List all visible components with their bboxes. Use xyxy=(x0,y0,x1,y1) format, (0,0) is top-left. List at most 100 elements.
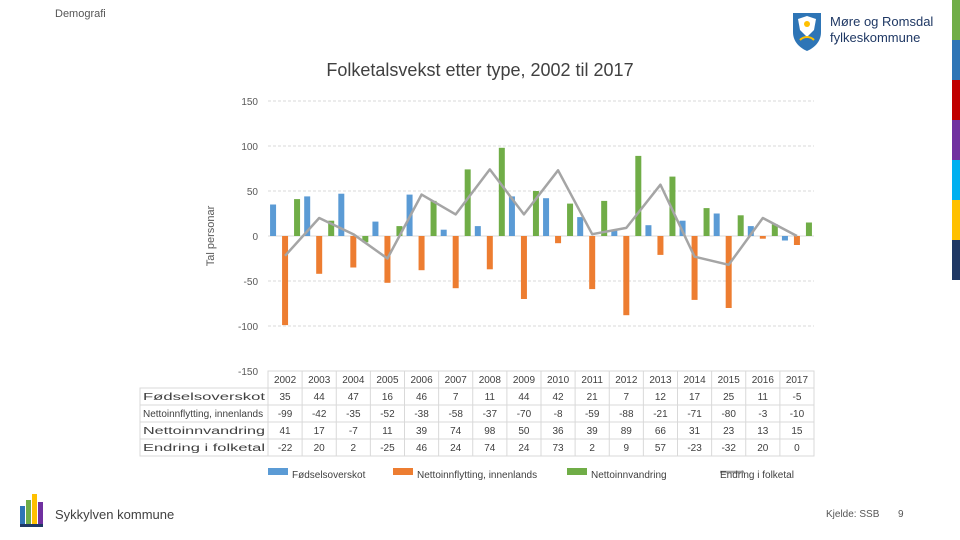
bar-f-dselsoverskot xyxy=(781,236,788,241)
x-tick-label: 2008 xyxy=(479,375,502,386)
data-label: 21 xyxy=(587,392,599,403)
data-label: -38 xyxy=(414,409,429,420)
data-label: -37 xyxy=(483,409,498,420)
bar-nettoinnflytting-innenlands xyxy=(452,236,459,289)
data-label: -8 xyxy=(554,409,563,420)
bar-nettoinnvandring xyxy=(328,220,335,236)
data-label: 9 xyxy=(624,443,630,454)
bar-f-dselsoverskot xyxy=(645,225,652,236)
data-label: 15 xyxy=(791,426,803,437)
data-label: 12 xyxy=(655,392,667,403)
line-endring-i-folketal xyxy=(284,168,798,267)
x-tick-label: 2015 xyxy=(718,375,741,386)
data-label: -7 xyxy=(349,426,358,437)
data-label: 44 xyxy=(314,392,326,403)
municipality-name: Sykkylven kommune xyxy=(55,507,175,522)
data-label: 44 xyxy=(518,392,530,403)
x-tick-label: 2010 xyxy=(547,375,570,386)
y-tick-label: -100 xyxy=(238,322,258,333)
data-label: -35 xyxy=(346,409,361,420)
coat-of-arms-icon xyxy=(793,13,821,51)
bar-f-dselsoverskot xyxy=(270,204,277,236)
accent-stripe-segment xyxy=(952,160,960,200)
data-label: 89 xyxy=(621,426,633,437)
data-label: 11 xyxy=(758,392,769,403)
data-label: 20 xyxy=(314,443,326,454)
accent-stripe-segment xyxy=(952,0,960,40)
data-label: 7 xyxy=(624,392,630,403)
bar-nettoinnvandring xyxy=(635,155,642,236)
data-label: 74 xyxy=(484,443,496,454)
data-label: 35 xyxy=(280,392,292,403)
bar-nettoinnflytting-innenlands xyxy=(350,236,357,268)
data-label: 16 xyxy=(382,392,394,403)
table-row-label: Endring i folketal xyxy=(143,443,265,454)
data-label: -88 xyxy=(619,409,634,420)
x-tick-label: 2011 xyxy=(581,375,603,386)
bar-nettoinnflytting-innenlands xyxy=(589,236,596,290)
data-label: 47 xyxy=(348,392,360,403)
data-label: 50 xyxy=(518,426,530,437)
data-label: 24 xyxy=(450,443,462,454)
legend-label: Endring i folketal xyxy=(720,470,794,481)
bar-nettoinnvandring xyxy=(737,215,744,236)
source-note: Kjelde: SSB xyxy=(826,509,880,520)
data-label: -25 xyxy=(380,443,395,454)
data-label: 39 xyxy=(587,426,599,437)
data-label: 36 xyxy=(553,426,565,437)
bar-nettoinnvandring xyxy=(601,200,608,236)
data-label: 73 xyxy=(553,443,565,454)
bar-nettoinnflytting-innenlands xyxy=(759,236,766,239)
bar-nettoinnvandring xyxy=(430,200,437,236)
y-tick-label: 150 xyxy=(241,97,258,108)
bar-nettoinnflytting-innenlands xyxy=(486,236,493,270)
bar-f-dselsoverskot xyxy=(543,198,550,236)
x-tick-label: 2005 xyxy=(376,375,399,386)
x-tick-label: 2007 xyxy=(445,375,468,386)
data-label: -22 xyxy=(278,443,293,454)
data-label: 25 xyxy=(723,392,735,403)
x-tick-label: 2009 xyxy=(513,375,536,386)
bar-nettoinnflytting-innenlands xyxy=(691,236,698,300)
data-label: 17 xyxy=(689,392,701,403)
data-label: -80 xyxy=(721,409,736,420)
bar-nettoinnflytting-innenlands xyxy=(725,236,732,308)
bar-nettoinnflytting-innenlands xyxy=(793,236,800,245)
data-label: 17 xyxy=(314,426,326,437)
bar-nettoinnvandring xyxy=(396,226,403,236)
data-label: -10 xyxy=(790,409,805,420)
accent-stripe-segment xyxy=(952,80,960,120)
data-label: 20 xyxy=(757,443,769,454)
x-tick-label: 2002 xyxy=(274,375,297,386)
data-label: 42 xyxy=(553,392,565,403)
x-tick-label: 2012 xyxy=(615,375,638,386)
x-tick-label: 2016 xyxy=(752,375,775,386)
bar-f-dselsoverskot xyxy=(747,226,754,236)
y-tick-label: 50 xyxy=(247,187,259,198)
bar-nettoinnvandring xyxy=(532,191,539,236)
x-tick-label: 2014 xyxy=(683,375,706,386)
bar-nettoinnvandring xyxy=(567,203,574,236)
legend-swatch xyxy=(567,468,587,475)
data-label: 11 xyxy=(382,426,393,437)
table-row-label: Nettoinnflytting, innenlands xyxy=(143,409,263,420)
data-label: 41 xyxy=(280,426,292,437)
data-label: 39 xyxy=(416,426,428,437)
data-label: 0 xyxy=(794,443,800,454)
bar-nettoinnvandring xyxy=(703,208,710,236)
y-tick-label: 100 xyxy=(241,142,258,153)
x-tick-label: 2004 xyxy=(342,375,365,386)
org-name-line2: fylkeskommune xyxy=(830,30,921,45)
data-label: -21 xyxy=(653,409,668,420)
bar-f-dselsoverskot xyxy=(577,217,584,236)
bar-f-dselsoverskot xyxy=(713,213,720,236)
data-label: -71 xyxy=(687,409,702,420)
bar-nettoinnvandring xyxy=(771,224,778,236)
data-label: -99 xyxy=(278,409,293,420)
bar-nettoinnflytting-innenlands xyxy=(657,236,664,255)
section-label: Demografi xyxy=(55,8,106,20)
bar-nettoinnvandring xyxy=(805,222,812,236)
bar-nettoinnflytting-innenlands xyxy=(555,236,562,244)
data-label: 31 xyxy=(689,426,701,437)
